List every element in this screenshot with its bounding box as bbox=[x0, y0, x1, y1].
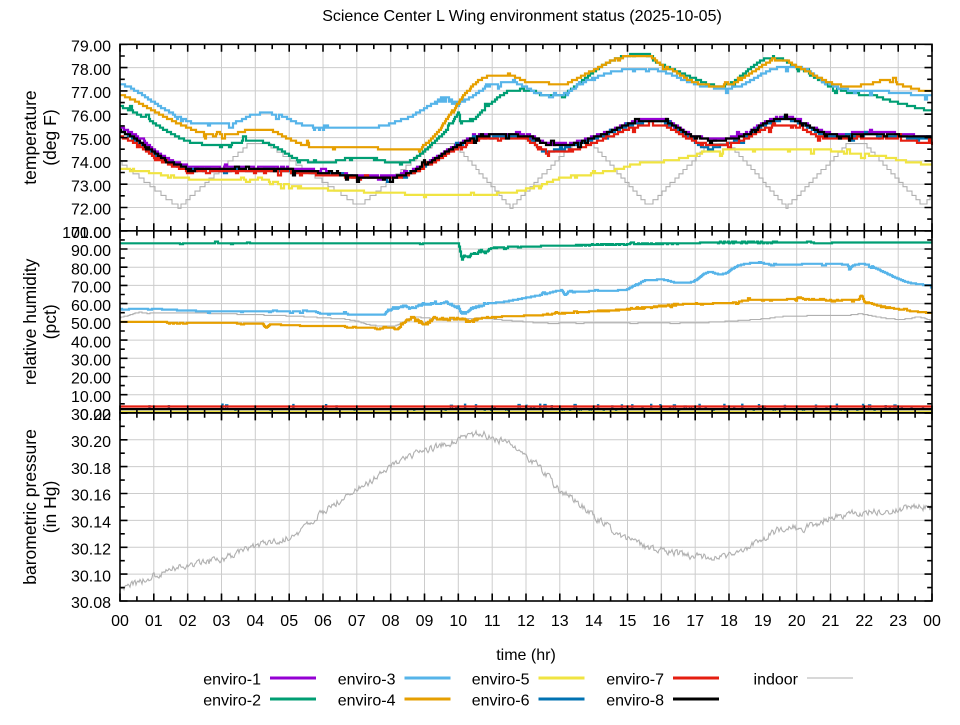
svg-text:00: 00 bbox=[923, 613, 941, 630]
svg-text:30.12: 30.12 bbox=[71, 542, 111, 559]
svg-text:00: 00 bbox=[111, 613, 129, 630]
svg-text:30.16: 30.16 bbox=[71, 488, 111, 505]
svg-text:30.22: 30.22 bbox=[71, 407, 111, 424]
svg-text:enviro-6: enviro-6 bbox=[472, 692, 530, 709]
svg-text:enviro-2: enviro-2 bbox=[203, 692, 261, 709]
svg-text:02: 02 bbox=[179, 613, 197, 630]
svg-text:30.14: 30.14 bbox=[71, 515, 111, 532]
svg-text:18: 18 bbox=[720, 613, 738, 630]
svg-text:enviro-7: enviro-7 bbox=[606, 671, 664, 688]
svg-text:time (hr): time (hr) bbox=[496, 647, 556, 664]
svg-text:10: 10 bbox=[449, 613, 467, 630]
svg-text:11: 11 bbox=[484, 613, 501, 630]
svg-text:16: 16 bbox=[652, 613, 670, 630]
svg-text:73.00: 73.00 bbox=[71, 178, 111, 195]
svg-text:temperature: temperature bbox=[20, 90, 40, 184]
svg-text:enviro-5: enviro-5 bbox=[472, 671, 530, 688]
svg-text:40.00: 40.00 bbox=[71, 334, 111, 351]
svg-text:76.00: 76.00 bbox=[71, 108, 111, 125]
svg-text:08: 08 bbox=[382, 613, 400, 630]
svg-text:10.00: 10.00 bbox=[71, 389, 111, 406]
svg-text:enviro-4: enviro-4 bbox=[338, 692, 396, 709]
svg-text:30.18: 30.18 bbox=[71, 461, 111, 478]
svg-text:03: 03 bbox=[213, 613, 231, 630]
svg-text:30.08: 30.08 bbox=[71, 595, 111, 612]
svg-text:71.00: 71.00 bbox=[71, 225, 111, 242]
svg-text:06: 06 bbox=[314, 613, 332, 630]
svg-text:70.00: 70.00 bbox=[71, 280, 111, 297]
svg-text:14: 14 bbox=[585, 613, 603, 630]
svg-text:30.00: 30.00 bbox=[71, 353, 111, 370]
svg-text:75.00: 75.00 bbox=[71, 132, 111, 149]
svg-text:barometric pressure: barometric pressure bbox=[20, 429, 40, 585]
svg-text:indoor: indoor bbox=[754, 671, 799, 688]
svg-text:20: 20 bbox=[788, 613, 806, 630]
svg-text:0.00: 0.00 bbox=[80, 407, 111, 424]
svg-text:relative humidity: relative humidity bbox=[20, 258, 40, 385]
svg-text:17: 17 bbox=[686, 613, 704, 630]
svg-text:07: 07 bbox=[348, 613, 366, 630]
svg-text:(deg F): (deg F) bbox=[40, 109, 60, 165]
svg-text:80.00: 80.00 bbox=[71, 261, 111, 278]
svg-text:30.20: 30.20 bbox=[71, 434, 111, 451]
svg-text:79.00: 79.00 bbox=[71, 39, 111, 56]
svg-text:21: 21 bbox=[822, 613, 840, 630]
svg-text:enviro-1: enviro-1 bbox=[203, 671, 261, 688]
svg-text:78.00: 78.00 bbox=[71, 62, 111, 79]
svg-text:Science Center L Wing environm: Science Center L Wing environment status… bbox=[322, 8, 722, 25]
svg-text:(in Hg): (in Hg) bbox=[40, 481, 60, 534]
svg-text:30.10: 30.10 bbox=[71, 568, 111, 585]
svg-text:100.00: 100.00 bbox=[62, 225, 111, 242]
svg-text:72.00: 72.00 bbox=[71, 202, 111, 219]
svg-text:(pct): (pct) bbox=[40, 304, 60, 339]
svg-text:05: 05 bbox=[280, 613, 298, 630]
svg-text:23: 23 bbox=[889, 613, 907, 630]
svg-text:50.00: 50.00 bbox=[71, 316, 111, 333]
svg-text:90.00: 90.00 bbox=[71, 243, 111, 260]
svg-text:13: 13 bbox=[551, 613, 569, 630]
svg-text:enviro-3: enviro-3 bbox=[338, 671, 396, 688]
svg-text:09: 09 bbox=[416, 613, 434, 630]
svg-text:20.00: 20.00 bbox=[71, 371, 111, 388]
svg-text:60.00: 60.00 bbox=[71, 298, 111, 315]
svg-text:enviro-8: enviro-8 bbox=[606, 692, 664, 709]
svg-text:22: 22 bbox=[855, 613, 873, 630]
svg-text:04: 04 bbox=[246, 613, 264, 630]
svg-text:12: 12 bbox=[517, 613, 535, 630]
svg-text:19: 19 bbox=[754, 613, 772, 630]
svg-text:01: 01 bbox=[145, 613, 163, 630]
svg-text:74.00: 74.00 bbox=[71, 155, 111, 172]
svg-text:15: 15 bbox=[619, 613, 637, 630]
svg-text:77.00: 77.00 bbox=[71, 85, 111, 102]
